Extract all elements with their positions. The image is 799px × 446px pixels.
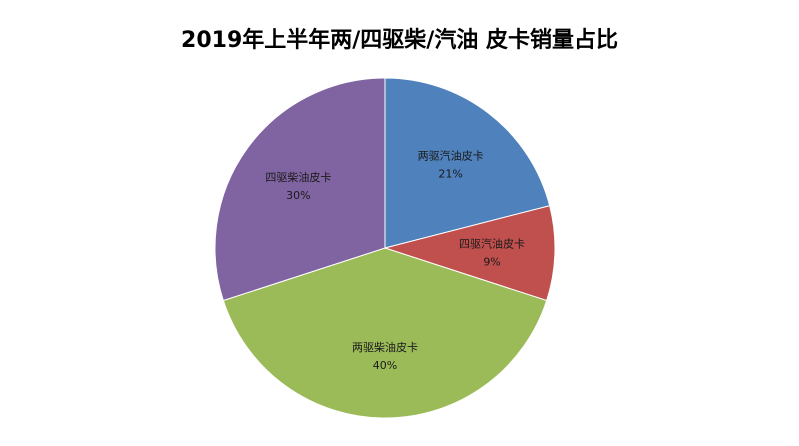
chart-title: 2019年上半年两/四驱柴/汽油 皮卡销量占比 xyxy=(181,28,618,53)
pie-slice xyxy=(384,77,551,249)
slice-percent-label: 40% xyxy=(373,359,397,372)
pie-slice xyxy=(222,247,548,419)
pie-slice xyxy=(214,77,386,302)
slice-label: 两驱柴油皮卡 xyxy=(352,340,418,354)
slice-label: 四驱汽油皮卡 xyxy=(459,236,525,250)
slice-percent-label: 9% xyxy=(483,255,500,268)
pie-slice xyxy=(383,205,556,302)
slice-percent-label: 30% xyxy=(286,189,310,202)
slice-percent-label: 21% xyxy=(438,167,462,180)
slice-label: 四驱柴油皮卡 xyxy=(265,170,331,184)
slice-label: 两驱汽油皮卡 xyxy=(418,148,484,162)
